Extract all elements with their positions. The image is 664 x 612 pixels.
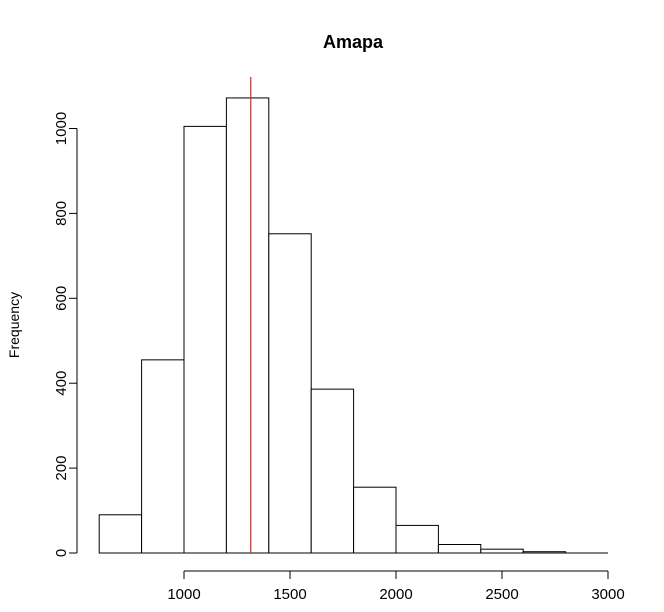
y-tick-label: 800 <box>53 201 70 226</box>
histogram-bar <box>225 97 270 554</box>
histogram-bar <box>141 359 185 554</box>
histogram-bar <box>183 125 227 554</box>
y-tick-label: 0 <box>53 549 70 557</box>
x-tick-label: 1500 <box>273 586 306 603</box>
histogram-bar <box>268 233 312 554</box>
histogram-bar <box>310 388 355 554</box>
histogram-bar <box>522 551 567 554</box>
histogram-bar <box>480 548 524 554</box>
x-tick-label: 2500 <box>485 586 518 603</box>
y-tick-label: 600 <box>53 286 70 311</box>
histogram-bar <box>98 514 143 554</box>
y-tick-label: 200 <box>53 456 70 481</box>
y-tick-label: 400 <box>53 371 70 396</box>
histogram-bar <box>353 486 397 554</box>
y-tick-label: 1000 <box>53 112 70 145</box>
chart-title: Amapa <box>323 32 384 52</box>
y-axis-title: Frequency <box>6 292 22 358</box>
x-tick-label: 2000 <box>379 586 412 603</box>
bars-layer <box>98 97 608 554</box>
x-axis: 1000 1500 2000 2500 3000 <box>167 570 625 603</box>
x-tick-label: 3000 <box>591 586 624 603</box>
histogram-bar <box>437 544 482 554</box>
y-axis: 0 200 400 600 800 1000 <box>53 112 78 557</box>
histogram-bar <box>395 524 439 554</box>
x-tick-label: 1000 <box>167 586 200 603</box>
